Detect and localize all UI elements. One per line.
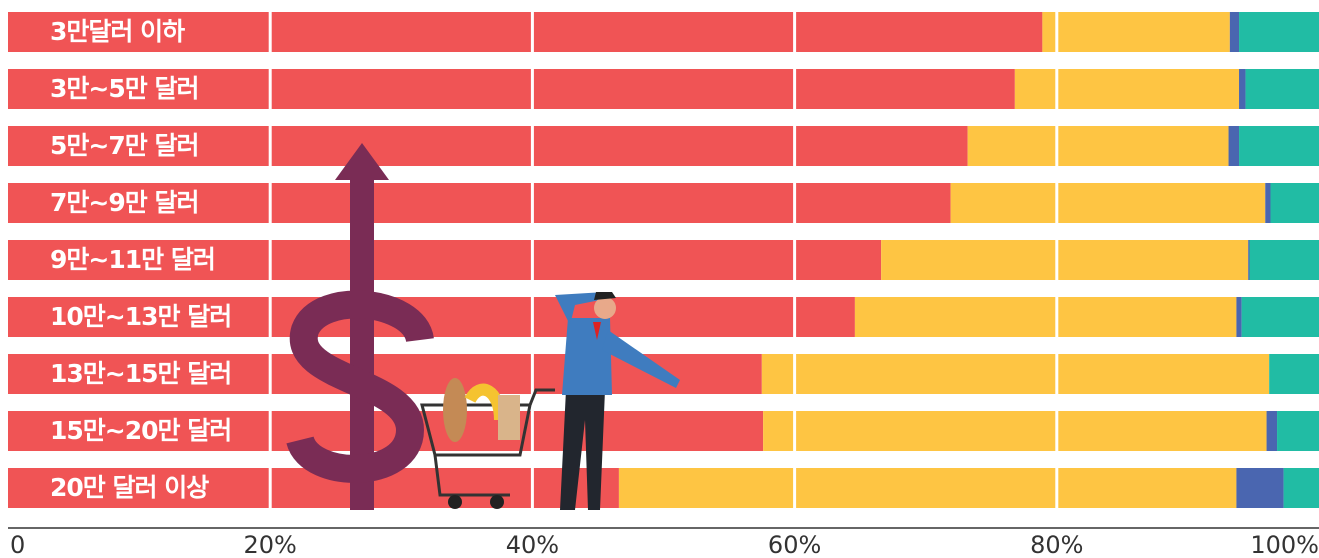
- x-tick-label: 40%: [506, 531, 559, 558]
- bar-segment: [8, 468, 619, 508]
- bar-segment: [1283, 468, 1319, 508]
- bar-segment: [8, 69, 1015, 109]
- category-label: 3만달러 이하: [50, 17, 185, 46]
- bar-segment: [1239, 12, 1319, 52]
- category-label: 5만~7만 달러: [50, 131, 198, 160]
- grid: [268, 8, 1059, 512]
- bar-segment: [8, 12, 1043, 52]
- x-tick-label: 80%: [1030, 531, 1083, 558]
- bar-segment: [761, 354, 1270, 394]
- x-tick-label: 0: [10, 531, 25, 558]
- cart-icon: [420, 378, 555, 509]
- category-label: 7만~9만 달러: [50, 188, 198, 217]
- bar-segment: [1277, 411, 1319, 451]
- bar-segment: [1014, 69, 1240, 109]
- bar-segment: [8, 126, 968, 166]
- bar-segment: [1236, 297, 1242, 337]
- bar-segment: [1228, 126, 1240, 166]
- bar-segment: [8, 240, 882, 280]
- bar-segment: [1042, 12, 1230, 52]
- category-label: 13만~15만 달러: [50, 359, 231, 388]
- bar-segment: [1269, 354, 1319, 394]
- category-label: 15만~20만 달러: [50, 416, 231, 445]
- illustration: [286, 143, 680, 510]
- bar-segment: [618, 468, 1237, 508]
- bar-segment: [1236, 468, 1284, 508]
- plot-area: [8, 12, 1319, 508]
- category-label: 3만~5만 달러: [50, 74, 198, 103]
- dollar-icon: [286, 290, 434, 483]
- person-icon: [555, 292, 680, 510]
- bar-segment: [1248, 240, 1250, 280]
- bar-segment: [881, 240, 1249, 280]
- bar-segment: [1241, 297, 1319, 337]
- category-label: 9만~11만 달러: [50, 245, 215, 274]
- bar-segment: [950, 183, 1266, 223]
- bar-segment: [8, 411, 764, 451]
- bar-segment: [967, 126, 1229, 166]
- bar-segment: [1266, 411, 1278, 451]
- category-label: 20만 달러 이상: [50, 473, 209, 502]
- bar-segment: [763, 411, 1267, 451]
- bar-segment: [1245, 69, 1319, 109]
- bar-segment: [1265, 183, 1271, 223]
- bar-segment: [1229, 12, 1240, 52]
- bar-segment: [1270, 183, 1319, 223]
- category-label: 10만~13만 달러: [50, 302, 231, 331]
- bar-segment: [854, 297, 1237, 337]
- x-tick-label: 60%: [768, 531, 821, 558]
- x-tick-label: 20%: [244, 531, 297, 558]
- arrow-icon: [335, 143, 389, 510]
- bar-segment: [1239, 126, 1319, 166]
- bar-segment: [1239, 69, 1246, 109]
- x-tick-label: 100%: [1250, 531, 1319, 558]
- bar-segment: [1249, 240, 1319, 280]
